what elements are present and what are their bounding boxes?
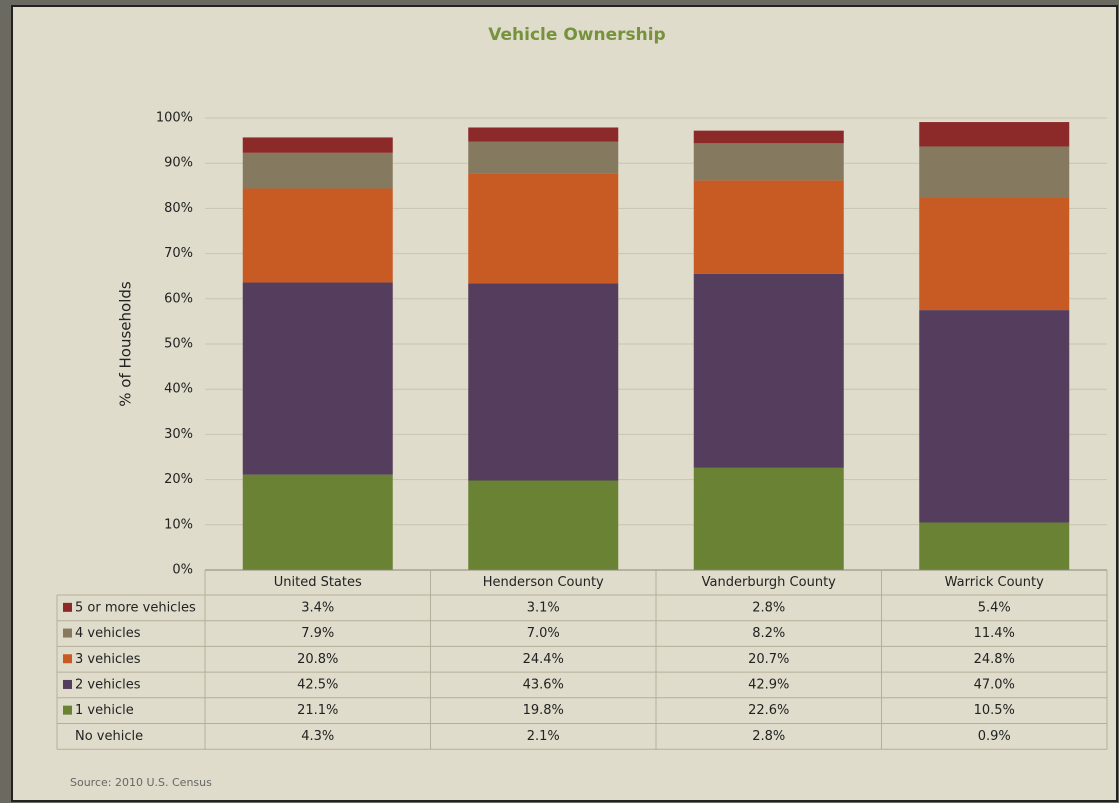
data-label: 5.4% [978, 600, 1011, 615]
x-tick-label: United States [274, 575, 362, 590]
bar-segment [242, 474, 393, 570]
legend-swatch [63, 602, 72, 612]
y-tick-label: 70% [164, 246, 193, 261]
bar-segment [693, 143, 844, 181]
data-label: 8.2% [752, 626, 785, 641]
bar-segment [242, 188, 393, 283]
y-tick-label: 80% [164, 201, 193, 216]
y-tick-label: 60% [164, 291, 193, 306]
bar-segment [693, 467, 844, 570]
bar-segment [468, 173, 619, 284]
legend-swatch [63, 679, 72, 689]
x-tick-label: Warrick County [945, 575, 1044, 590]
data-label: 24.8% [974, 652, 1015, 667]
data-label: 20.7% [748, 652, 789, 667]
data-label: 10.5% [974, 703, 1015, 718]
y-tick-label: 40% [164, 382, 193, 397]
bar-segment [468, 127, 619, 142]
data-label: 47.0% [974, 677, 1015, 692]
bar-segment [919, 146, 1070, 199]
data-label: 4.3% [301, 729, 334, 744]
bar-segment [242, 282, 393, 475]
legend-label: 3 vehicles [75, 652, 141, 667]
bar-segment [919, 122, 1070, 147]
data-label: 11.4% [974, 626, 1015, 641]
data-label: 7.0% [527, 626, 560, 641]
y-tick-label: 100% [156, 111, 193, 126]
legend-label: 5 or more vehicles [75, 600, 196, 615]
legend-label: 2 vehicles [75, 677, 141, 692]
legend-label: 1 vehicle [75, 703, 134, 718]
bar-segment [242, 137, 393, 153]
data-label: 43.6% [523, 677, 564, 692]
chart-title: Vehicle Ownership [488, 25, 665, 45]
data-label: 19.8% [523, 703, 564, 718]
data-label: 2.1% [527, 729, 560, 744]
y-axis-label: % of Households [117, 281, 135, 407]
data-label: 22.6% [748, 703, 789, 718]
bar-segment [693, 273, 844, 468]
x-tick-label: Henderson County [483, 575, 604, 590]
data-label: 7.9% [301, 626, 334, 641]
legend-swatch [63, 705, 72, 715]
y-tick-label: 30% [164, 427, 193, 442]
data-label: 2.8% [752, 729, 785, 744]
bar-segment [919, 522, 1070, 570]
bar-segment [693, 180, 844, 274]
legend-label: No vehicle [75, 729, 143, 744]
y-tick-label: 50% [164, 337, 193, 352]
legend-label: 4 vehicles [75, 626, 141, 641]
data-label: 42.9% [748, 677, 789, 692]
bar-segment [468, 141, 619, 174]
data-label: 20.8% [297, 652, 338, 667]
y-tick-label: 90% [164, 156, 193, 171]
data-label: 2.8% [752, 600, 785, 615]
bar-segment [919, 310, 1070, 523]
legend-swatch [63, 628, 72, 638]
data-label: 3.1% [527, 600, 560, 615]
data-label: 42.5% [297, 677, 338, 692]
bar-segment [919, 198, 1070, 311]
x-tick-label: Vanderburgh County [702, 575, 837, 590]
bar-segment [468, 283, 619, 481]
data-label: 3.4% [301, 600, 334, 615]
y-tick-label: 0% [172, 563, 193, 578]
bar-segment [468, 480, 619, 570]
y-tick-label: 10% [164, 517, 193, 532]
bar-segment [242, 152, 393, 189]
data-label: 21.1% [297, 703, 338, 718]
data-label: 24.4% [523, 652, 564, 667]
bar-segment [693, 130, 844, 144]
legend-swatch [63, 654, 72, 664]
data-label: 0.9% [978, 729, 1011, 744]
source: Source: 2010 U.S. Census [70, 776, 212, 789]
y-tick-label: 20% [164, 472, 193, 487]
